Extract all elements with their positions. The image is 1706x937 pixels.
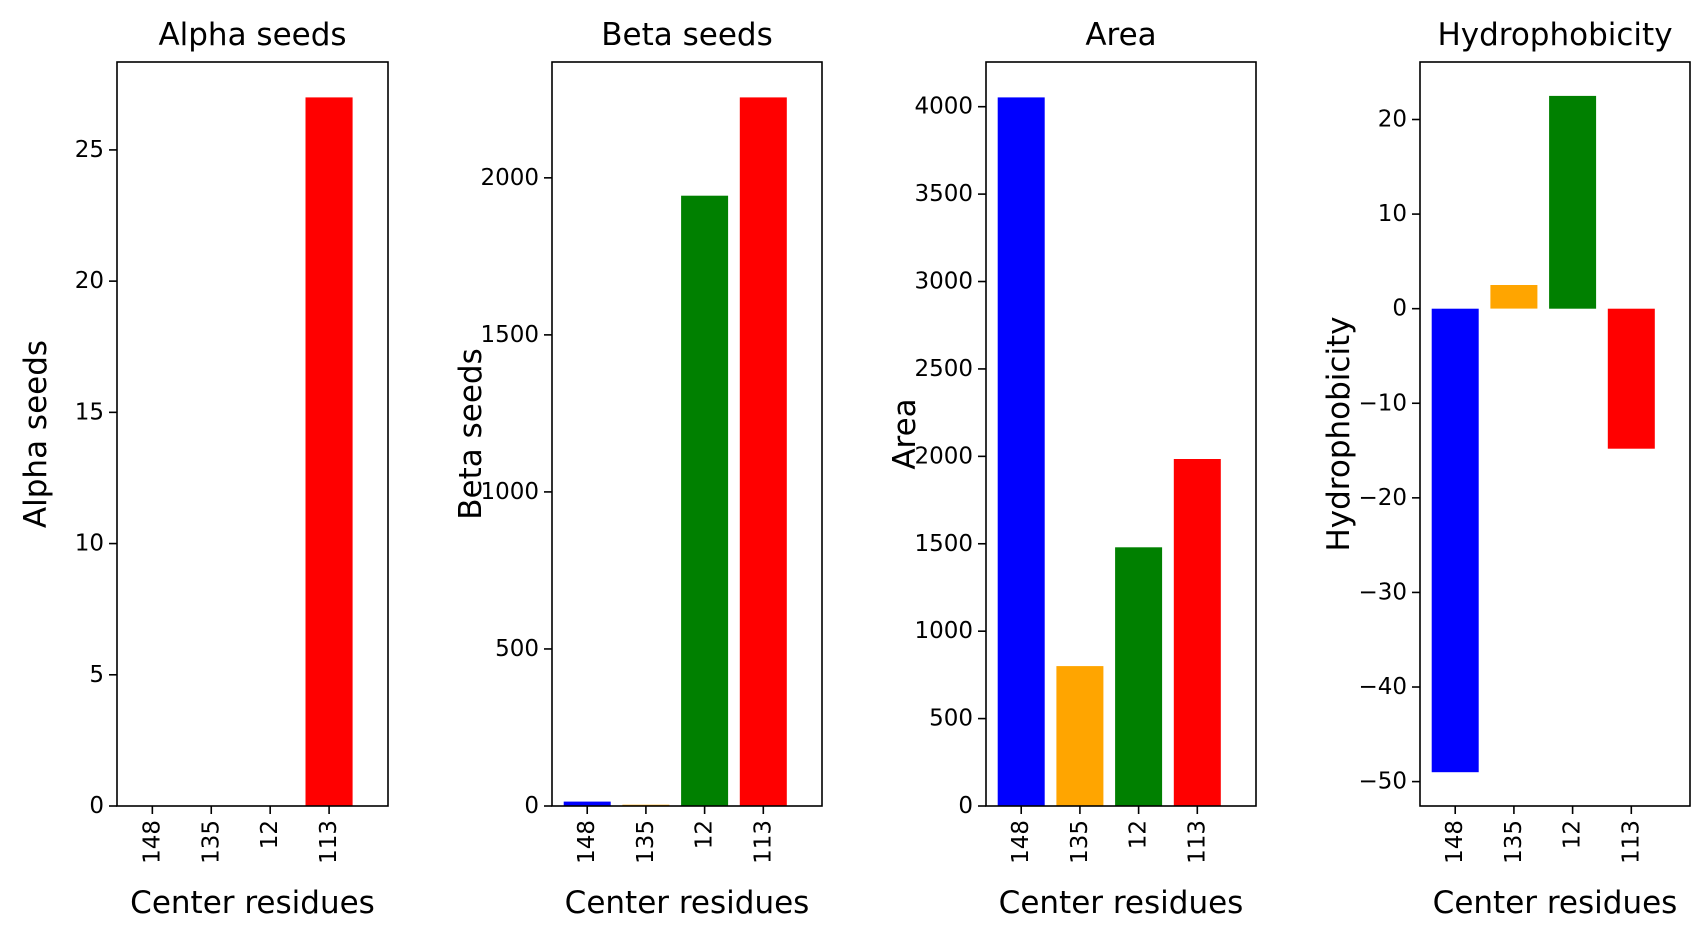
chart-title: Alpha seeds	[158, 17, 346, 53]
x-tick-label: 12	[1560, 820, 1586, 849]
y-tick-label: 20	[75, 268, 104, 294]
y-tick-label: 1500	[914, 531, 973, 557]
y-tick-label: 0	[524, 793, 539, 819]
bar-12	[681, 195, 729, 806]
x-tick-label: 148	[1008, 820, 1034, 864]
x-tick-label: 148	[139, 820, 165, 864]
y-tick-label: 2500	[914, 356, 973, 382]
y-tick-label: 3000	[914, 269, 973, 295]
x-axis-label: Center residues	[130, 885, 375, 921]
bar-12	[1115, 547, 1163, 806]
plot-frame	[551, 61, 823, 807]
x-tick-label: 12	[1126, 820, 1152, 849]
bar-12	[1549, 95, 1597, 309]
y-tick-label: 0	[1392, 296, 1407, 322]
bar-148	[997, 97, 1045, 806]
y-tick-label: 1000	[914, 618, 973, 644]
y-tick-label: −10	[1358, 390, 1407, 416]
plot-frame	[985, 61, 1257, 807]
chart-panel-1: 0 5 10 15 20 25 148 135 12 113 Alpha seeds Center r…	[18, 17, 389, 921]
y-tick-label: −20	[1358, 485, 1407, 511]
y-tick-label: 500	[495, 636, 539, 662]
y-tick-label: 0	[958, 793, 973, 819]
bar-113	[739, 97, 787, 806]
y-tick-label: 5	[89, 662, 104, 688]
y-tick-label: 2000	[914, 443, 973, 469]
y-tick-label: 1000	[480, 479, 539, 505]
y-tick-label: −40	[1358, 674, 1407, 700]
x-tick-label: 12	[257, 820, 283, 849]
y-tick-label: 2000	[480, 165, 539, 191]
bar-148	[563, 801, 611, 806]
x-tick-label: 113	[1618, 820, 1644, 864]
x-tick-label: 135	[1501, 820, 1527, 864]
y-tick-label: 25	[75, 137, 104, 163]
y-axis-label: Hydrophobicity	[1321, 316, 1357, 551]
chart-panel-3: 0 500 1000 1500 2000 2500 3000 3500 4000 148 135 12…	[887, 17, 1257, 921]
bar-113	[1607, 308, 1655, 449]
y-tick-label: −50	[1358, 769, 1407, 795]
chart-title: Beta seeds	[601, 17, 772, 53]
y-tick-label: 20	[1378, 107, 1407, 133]
x-tick-label: 148	[1442, 820, 1468, 864]
x-tick-label: 135	[633, 820, 659, 864]
y-tick-label: 3500	[914, 181, 973, 207]
x-tick-label: 135	[198, 820, 224, 864]
x-tick-label: 113	[750, 820, 776, 864]
y-axis-label: Alpha seeds	[18, 340, 54, 528]
y-tick-label: 0	[89, 793, 104, 819]
y-tick-label: 1500	[480, 322, 539, 348]
plot-frame	[1419, 61, 1691, 807]
chart-title: Area	[1085, 17, 1156, 53]
x-axis-label: Center residues	[1433, 885, 1678, 921]
y-tick-label: 15	[75, 399, 104, 425]
x-tick-label: 135	[1067, 820, 1093, 864]
x-axis-label: Center residues	[999, 885, 1244, 921]
bar-113	[1173, 459, 1221, 806]
y-tick-label: 500	[929, 706, 973, 732]
x-tick-label: 113	[316, 820, 342, 864]
x-tick-label: 12	[692, 820, 718, 849]
bar-135	[1056, 666, 1104, 806]
x-axis-label: Center residues	[565, 885, 810, 921]
chart-panel-2: 0 500 1000 1500 2000 148 135 12 113 Beta seeds Cen…	[453, 17, 823, 921]
x-tick-label: 148	[574, 820, 600, 864]
y-axis-label: Beta seeds	[453, 348, 489, 519]
y-tick-label: 10	[1378, 201, 1407, 227]
chart-title: Hydrophobicity	[1437, 17, 1672, 53]
y-axis-label: Area	[887, 398, 923, 469]
y-tick-label: −30	[1358, 579, 1407, 605]
y-tick-label: 10	[75, 531, 104, 557]
plot-frame	[116, 61, 389, 807]
bar-148	[1431, 308, 1479, 773]
bar-113	[305, 97, 353, 806]
chart-panel-4: −50 −40 −30 −20 −10 0 10 20 148 135 12 113 Hydrophob…	[1321, 17, 1691, 921]
y-tick-label: 4000	[914, 94, 973, 120]
x-tick-label: 113	[1184, 820, 1210, 864]
bar-135	[1490, 285, 1538, 309]
